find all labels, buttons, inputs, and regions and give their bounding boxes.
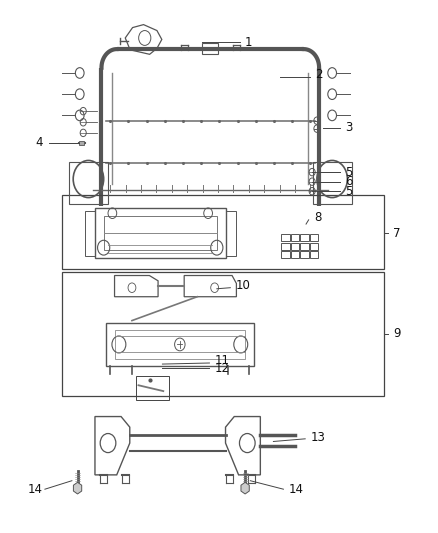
Bar	[95, 208, 226, 259]
Text: 4: 4	[35, 136, 43, 149]
Text: 12: 12	[215, 362, 230, 375]
Bar	[85, 211, 95, 256]
Text: 14: 14	[289, 483, 304, 496]
Bar	[313, 162, 352, 205]
Text: 6: 6	[345, 175, 353, 188]
Text: 5: 5	[345, 185, 353, 198]
Bar	[106, 323, 254, 366]
Text: 1: 1	[245, 36, 253, 49]
Bar	[281, 251, 290, 258]
Text: 9: 9	[393, 327, 401, 341]
Bar	[226, 211, 236, 256]
Bar	[291, 234, 299, 241]
Polygon shape	[74, 482, 82, 494]
Bar	[62, 195, 385, 269]
Bar	[300, 234, 309, 241]
Bar	[281, 234, 290, 241]
Text: 5: 5	[345, 166, 353, 179]
Bar	[115, 329, 245, 359]
Bar	[300, 243, 309, 249]
Bar	[310, 243, 318, 249]
Text: 11: 11	[215, 354, 230, 367]
Bar	[69, 162, 108, 205]
Bar	[136, 376, 169, 400]
Polygon shape	[241, 482, 249, 494]
Bar	[281, 243, 290, 249]
Bar	[310, 234, 318, 241]
Bar	[79, 141, 84, 145]
Text: 14: 14	[28, 483, 43, 496]
Text: 10: 10	[236, 279, 251, 292]
Text: 13: 13	[311, 431, 325, 444]
Bar	[62, 272, 385, 397]
Text: 3: 3	[345, 121, 353, 134]
Bar	[104, 216, 217, 251]
Text: 7: 7	[393, 227, 401, 240]
Bar	[291, 243, 299, 249]
Bar	[291, 251, 299, 258]
Text: 8: 8	[314, 211, 321, 224]
Bar	[300, 251, 309, 258]
Text: 2: 2	[315, 68, 322, 81]
Bar	[202, 43, 218, 54]
Bar	[310, 251, 318, 258]
